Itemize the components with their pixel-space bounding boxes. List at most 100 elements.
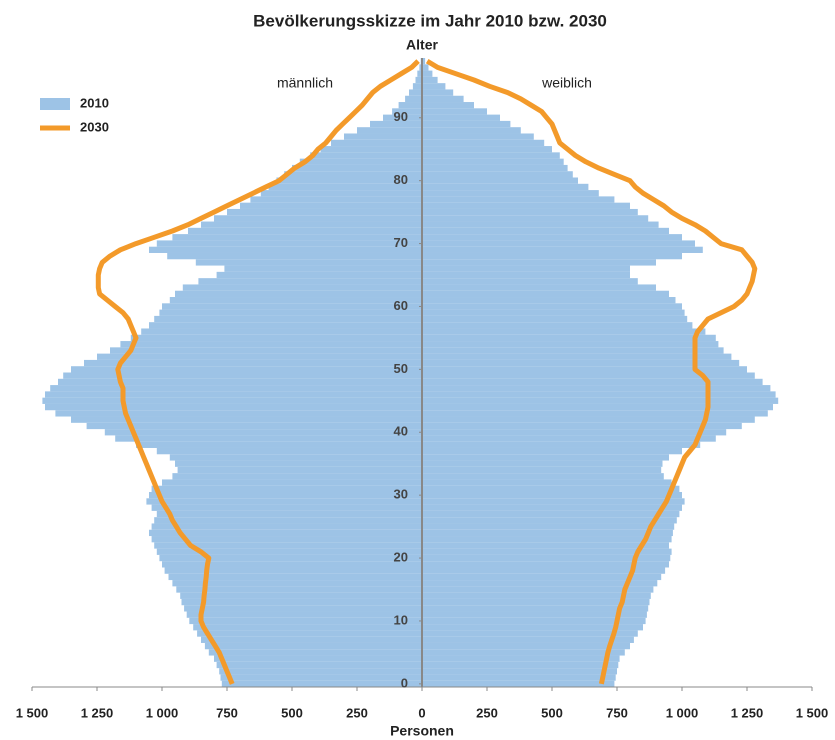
- x-tick-label: 750: [216, 705, 238, 720]
- bar: [201, 636, 422, 643]
- bar: [146, 498, 422, 505]
- x-tick-label: 1 000: [666, 705, 699, 720]
- bar: [422, 70, 433, 77]
- y-tick-label: 70: [394, 235, 408, 250]
- bar: [422, 183, 589, 191]
- bar: [422, 108, 487, 115]
- x-tick-label: 1 250: [81, 705, 114, 720]
- bar: [156, 548, 423, 555]
- bar: [422, 315, 688, 323]
- bar: [284, 171, 422, 178]
- bar: [201, 221, 422, 228]
- bar: [422, 290, 669, 298]
- bar: [204, 642, 422, 650]
- bar: [422, 473, 664, 480]
- x-tick-label: 500: [541, 705, 563, 720]
- bar: [422, 309, 685, 316]
- legend-swatch: [40, 98, 70, 110]
- bar: [299, 158, 422, 165]
- bar: [422, 504, 682, 511]
- bar: [422, 605, 649, 612]
- bar: [240, 202, 422, 209]
- bar: [422, 120, 511, 128]
- bar: [422, 554, 671, 562]
- bar: [422, 567, 666, 574]
- bar: [175, 460, 422, 467]
- bar: [310, 152, 422, 159]
- x-tick-label: 250: [476, 705, 498, 720]
- bar: [55, 410, 423, 417]
- bar: [208, 649, 422, 656]
- bar: [398, 102, 422, 109]
- bar: [422, 353, 732, 360]
- bar: [422, 366, 747, 373]
- x-tick-label: 1 000: [146, 705, 179, 720]
- bar: [422, 303, 682, 310]
- bar: [71, 416, 422, 423]
- bar: [422, 114, 500, 121]
- bar: [268, 183, 422, 191]
- bar: [422, 441, 701, 448]
- bar: [136, 441, 422, 448]
- bar: [149, 246, 422, 253]
- bar: [422, 64, 429, 71]
- bar: [422, 624, 643, 631]
- bar: [71, 366, 422, 373]
- bar: [422, 334, 716, 342]
- bar: [58, 378, 422, 386]
- bar: [151, 504, 422, 511]
- bar: [422, 661, 619, 669]
- left-label: männlich: [277, 75, 333, 91]
- bar: [193, 624, 422, 631]
- bar: [422, 385, 771, 392]
- bar: [422, 485, 680, 493]
- bar: [159, 554, 422, 562]
- x-tick-label: 1 500: [796, 705, 829, 720]
- bar: [167, 252, 422, 260]
- bar: [214, 655, 422, 662]
- bar: [169, 297, 422, 304]
- bar: [383, 114, 422, 121]
- bar: [331, 139, 422, 147]
- bar: [422, 649, 625, 656]
- bar: [357, 127, 422, 134]
- bar: [162, 303, 422, 310]
- bar: [164, 567, 422, 574]
- bar: [422, 139, 545, 147]
- bar: [422, 246, 703, 253]
- bar: [154, 517, 422, 524]
- bar: [422, 536, 672, 543]
- bar: [177, 466, 422, 474]
- bar: [172, 473, 422, 480]
- bar: [422, 202, 630, 209]
- bar: [216, 271, 422, 279]
- bar: [422, 611, 647, 618]
- bar: [422, 636, 634, 643]
- bar: [197, 630, 422, 637]
- bar: [422, 58, 426, 65]
- bar: [168, 573, 422, 581]
- x-axis-label: Personen: [390, 723, 454, 739]
- bar: [344, 133, 422, 140]
- bar: [320, 146, 422, 153]
- bar: [260, 190, 422, 197]
- bar: [422, 177, 578, 184]
- y-tick-label: 0: [401, 675, 408, 690]
- bar: [422, 378, 763, 386]
- bar: [110, 347, 422, 354]
- bar: [172, 580, 422, 587]
- bar: [417, 70, 422, 77]
- bar: [220, 674, 422, 681]
- line: [95, 59, 420, 685]
- bar: [156, 447, 423, 455]
- bar: [422, 259, 656, 266]
- bar: [422, 322, 693, 329]
- bar: [422, 328, 706, 335]
- bar: [422, 221, 659, 228]
- x-tick-label: 250: [346, 705, 368, 720]
- bar: [422, 208, 638, 216]
- bar: [422, 278, 638, 285]
- bar: [156, 510, 423, 518]
- bar: [422, 127, 521, 134]
- right-label: weiblich: [541, 75, 592, 91]
